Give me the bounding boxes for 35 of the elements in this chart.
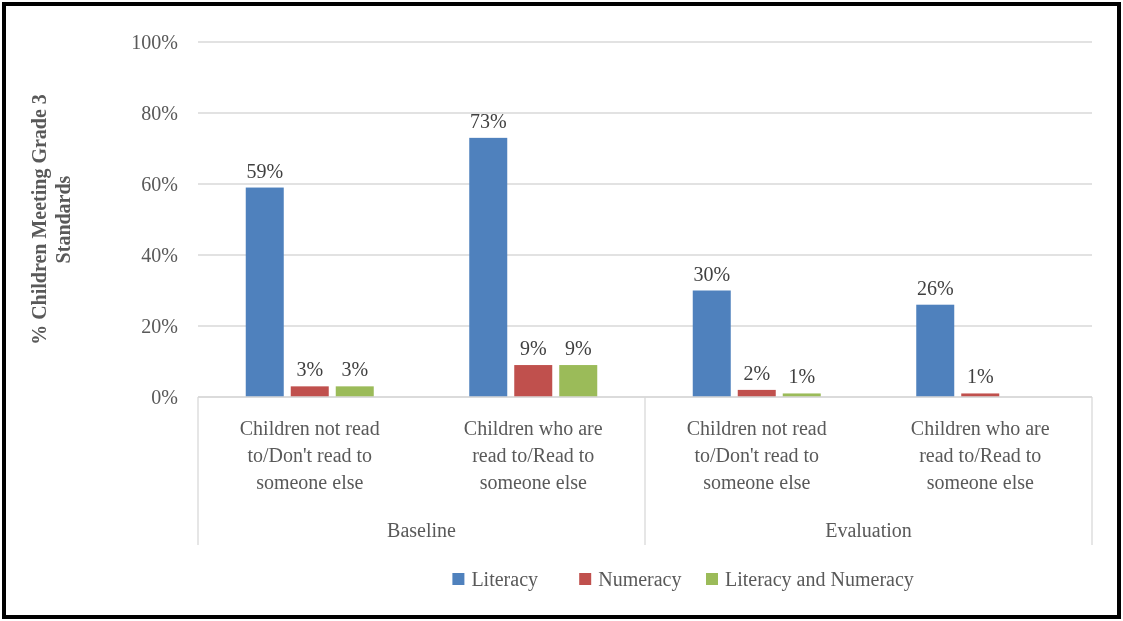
data-label: 9% (564, 337, 592, 360)
bar (514, 365, 553, 397)
x-tick-label: Children not read to/Don't read to someone else (686, 417, 827, 493)
bar (335, 386, 374, 397)
x-tick-label: Children who are read to/Read to someone else (463, 417, 603, 493)
data-label: 3% (296, 358, 324, 381)
y-tick-label: 60% (141, 173, 178, 195)
data-label: 3% (341, 358, 369, 381)
bar (559, 365, 598, 397)
data-label: 2% (743, 361, 771, 384)
y-tick-label: 0% (151, 386, 178, 408)
data-label: 1% (966, 365, 994, 388)
bar (290, 386, 329, 397)
text: Baseline (387, 519, 457, 541)
data-label: 30% (693, 262, 731, 285)
data-label: 1% (788, 365, 816, 388)
data-label: 9% (519, 337, 547, 360)
x-tick-label: Children who are read to/Read to someone else (910, 417, 1050, 493)
bar (692, 290, 731, 397)
y-axis-title: % Children Meeting Grade 3 Standards (28, 94, 74, 345)
data-label: 73% (469, 109, 507, 132)
legend-label: Literacy and Numeracy (725, 568, 914, 591)
data-label: 59% (246, 159, 284, 182)
bar (245, 187, 284, 397)
y-tick-label: 20% (141, 315, 178, 337)
data-label: 26% (916, 276, 954, 299)
y-tick-label: 40% (141, 244, 178, 266)
x-tick-label: Children not read to/Don't read to someone else (239, 417, 380, 493)
y-tick-label: 80% (141, 102, 178, 124)
bar (916, 304, 955, 397)
legend-label: Literacy (471, 568, 539, 591)
legend-label: Numeracy (598, 568, 682, 591)
bar (469, 137, 508, 397)
text: Evaluation (825, 519, 912, 541)
y-tick-label: 100% (131, 31, 178, 53)
